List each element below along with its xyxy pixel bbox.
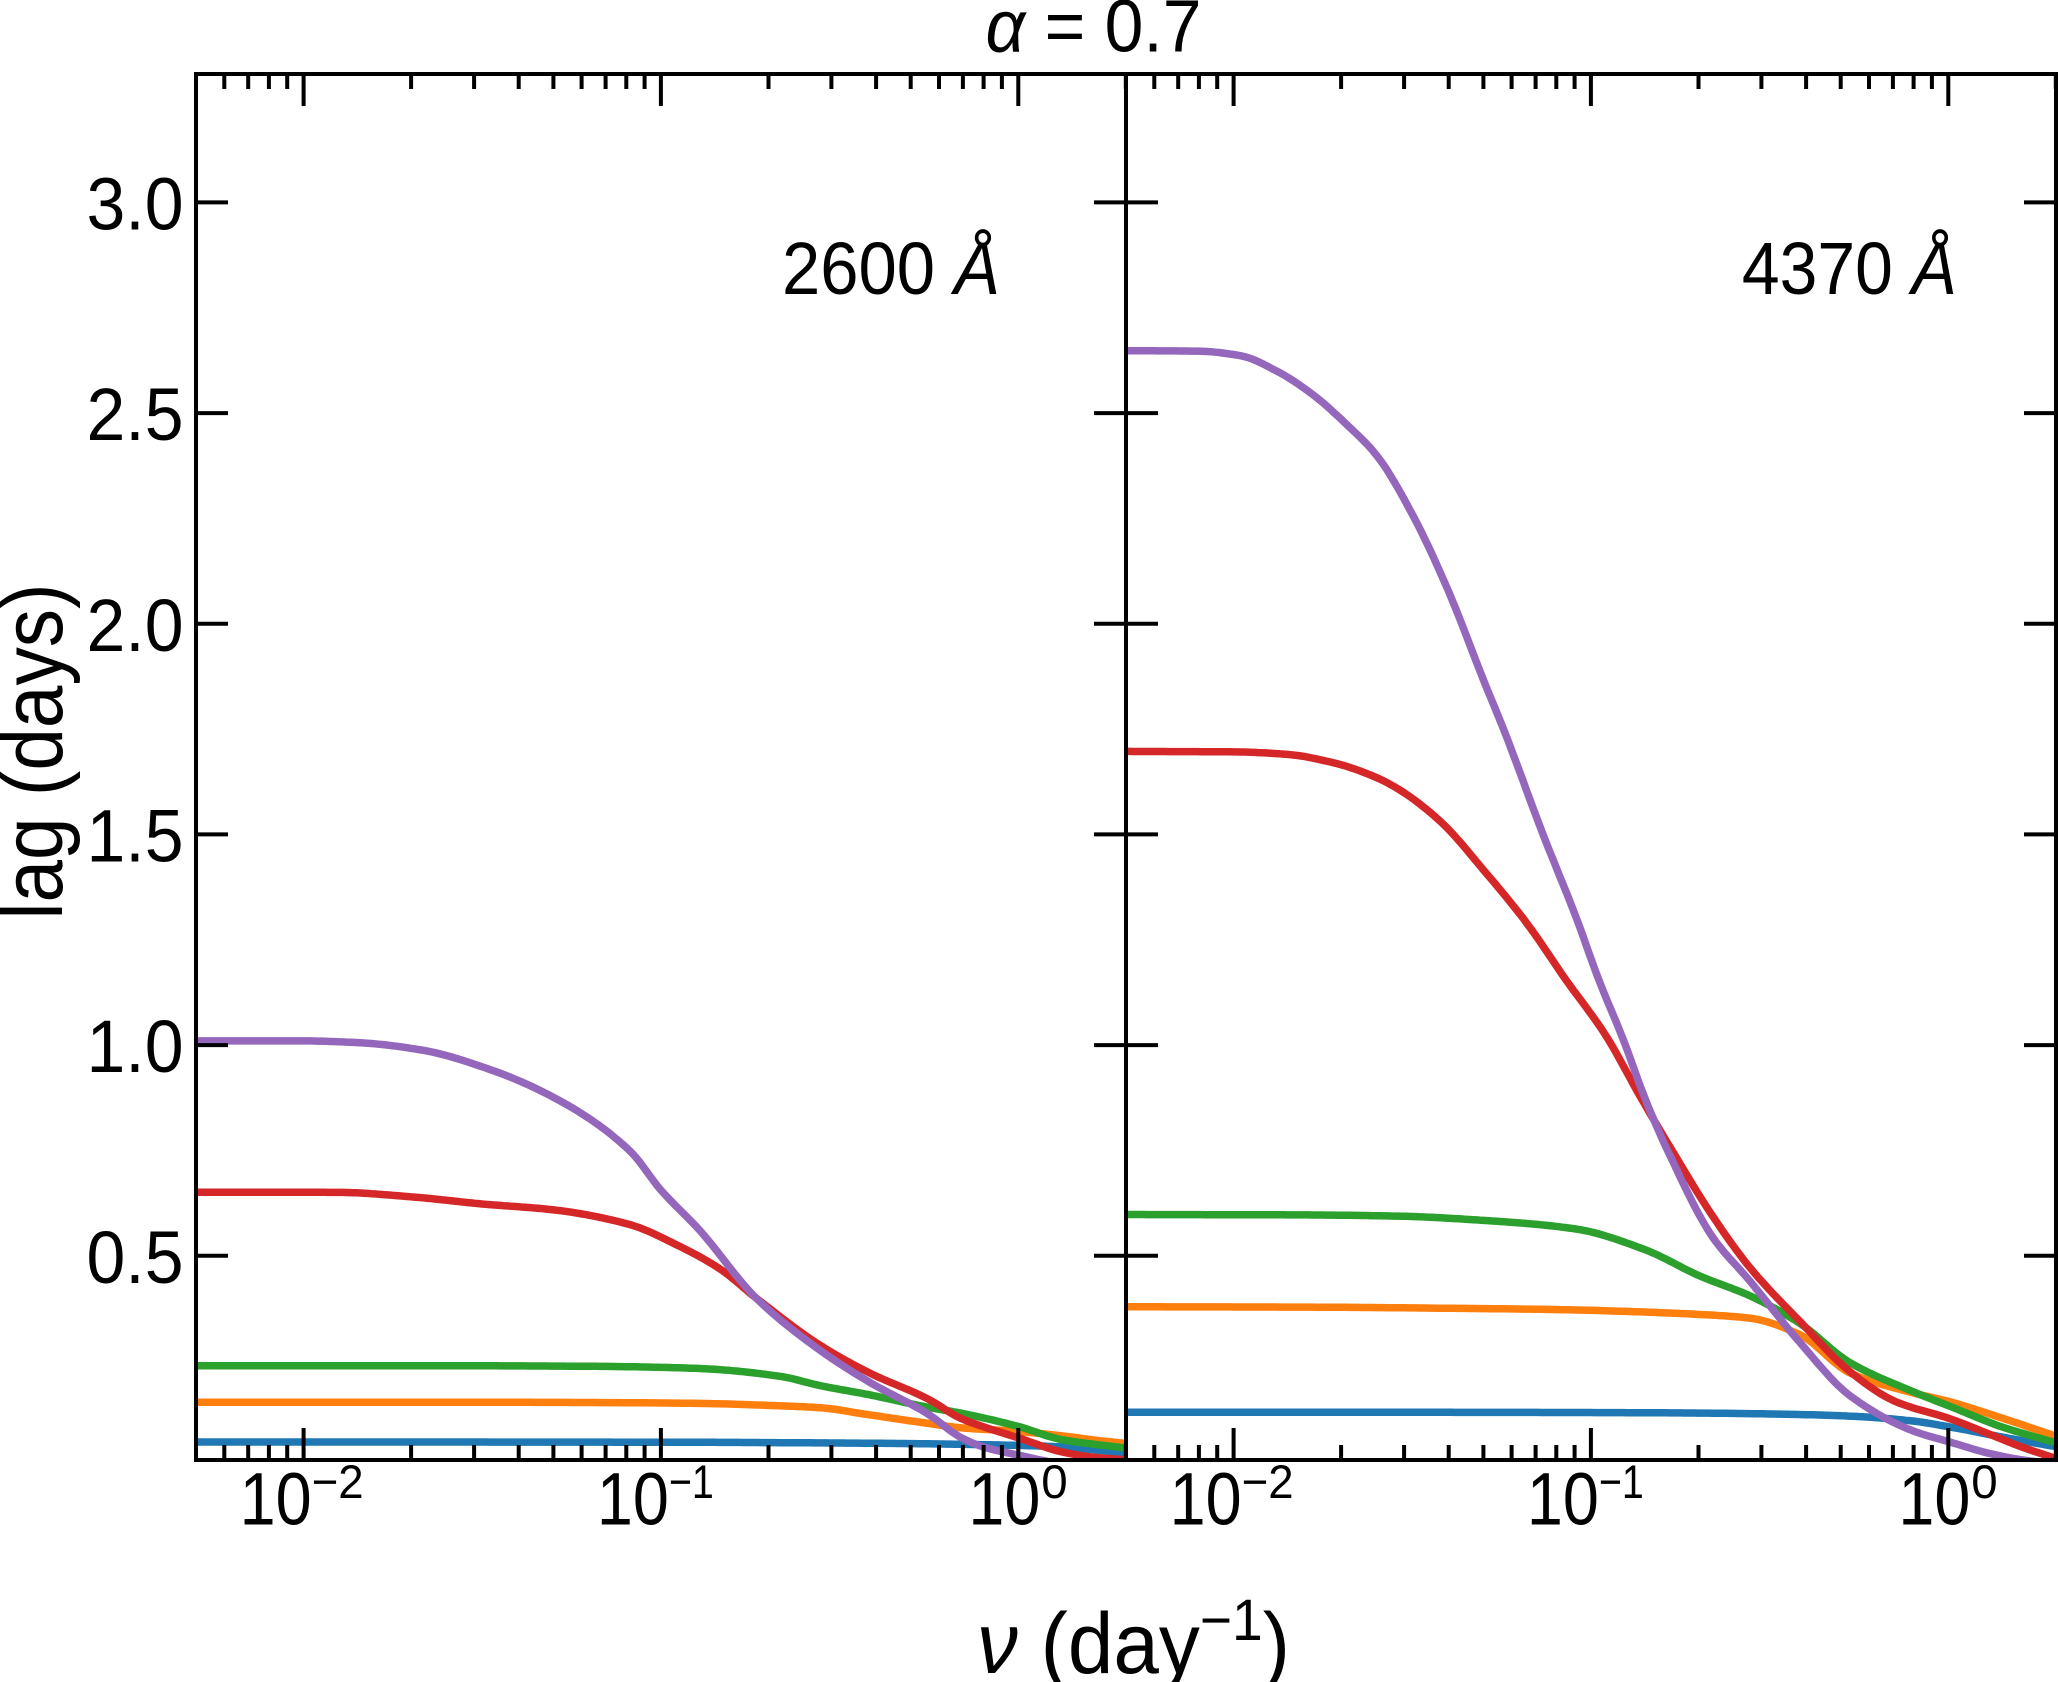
svg-text:lag (days): lag (days): [0, 584, 81, 920]
svg-text:10: 10: [1527, 1458, 1599, 1541]
svg-text:α = 0.7: α = 0.7: [986, 0, 1202, 68]
svg-text:0.5: 0.5: [87, 1216, 184, 1299]
svg-text:−1: −1: [669, 1456, 714, 1509]
svg-text:10: 10: [1170, 1458, 1242, 1541]
svg-text:2.5: 2.5: [87, 373, 184, 456]
svg-text:4370 Å: 4370 Å: [1742, 227, 1957, 310]
svg-text:−2: −2: [312, 1456, 364, 1509]
svg-text:10: 10: [240, 1458, 312, 1541]
svg-text:10: 10: [968, 1458, 1040, 1541]
svg-text:2.0: 2.0: [87, 584, 184, 667]
svg-text:10: 10: [597, 1458, 669, 1541]
svg-text:0: 0: [1971, 1456, 1997, 1509]
svg-text:2600 Å: 2600 Å: [782, 227, 1000, 310]
svg-text:0: 0: [1041, 1456, 1067, 1509]
svg-text:10: 10: [1898, 1458, 1970, 1541]
svg-text:−1: −1: [1599, 1456, 1644, 1509]
svg-text:−2: −2: [1242, 1456, 1294, 1509]
svg-text:1.5: 1.5: [87, 794, 184, 877]
svg-text:3.0: 3.0: [87, 162, 184, 245]
svg-text:1.0: 1.0: [87, 1005, 184, 1088]
